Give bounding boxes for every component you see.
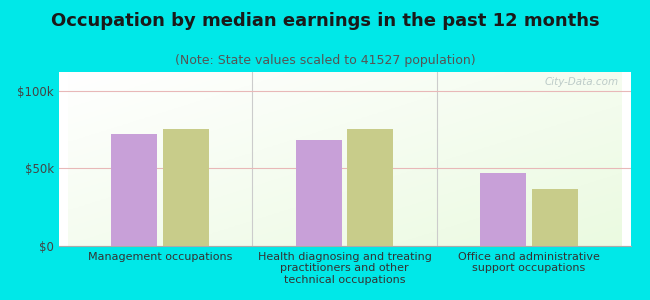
Bar [532,188,578,246]
Text: Occupation by median earnings in the past 12 months: Occupation by median earnings in the pas… [51,12,599,30]
Text: (Note: State values scaled to 41527 population): (Note: State values scaled to 41527 popu… [175,54,475,67]
Bar [111,134,157,246]
Bar [347,130,393,246]
Bar [296,140,342,246]
Text: City-Data.com: City-Data.com [545,77,619,87]
Bar [162,130,209,246]
Bar [480,173,526,246]
